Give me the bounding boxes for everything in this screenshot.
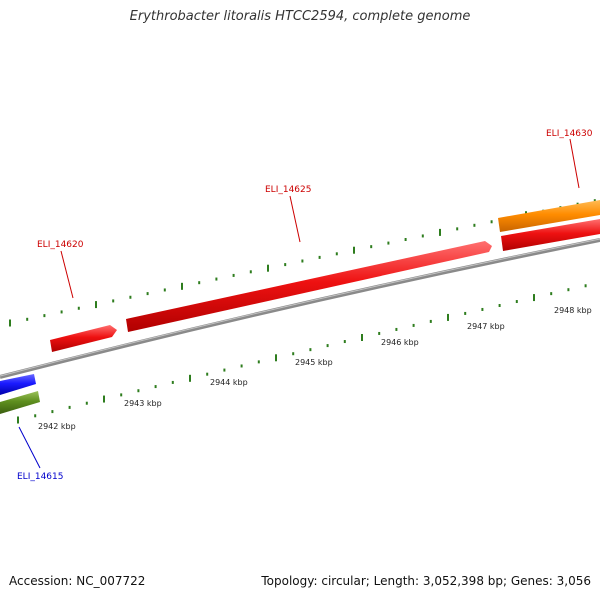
gene-label-eli-14615[interactable]: ELI_14615 <box>17 472 64 482</box>
ticks-upper-row <box>9 199 596 327</box>
gene-label-eli-14630[interactable]: ELI_14630 <box>546 129 593 139</box>
ticks-lower-row <box>17 284 587 424</box>
gene-label-eli-14620[interactable]: ELI_14620 <box>37 240 84 250</box>
gene-eli-14625[interactable] <box>126 241 492 332</box>
feature-green-bar[interactable] <box>0 391 40 414</box>
scale-label: 2947 kbp <box>467 322 505 331</box>
genome-backbone-highlight <box>0 238 600 377</box>
scale-label: 2945 kbp <box>295 358 333 367</box>
leader-line-eli-14615 <box>18 426 41 469</box>
scale-label: 2944 kbp <box>210 378 248 387</box>
page-title: Erythrobacter litoralis HTCC2594, comple… <box>129 9 471 24</box>
leader-line-eli-14630 <box>569 138 580 189</box>
scale-label: 2943 kbp <box>124 399 162 408</box>
scale-label: 2942 kbp <box>38 422 76 431</box>
scale-label: 2946 kbp <box>381 338 419 347</box>
leader-line-eli-14625 <box>289 195 301 243</box>
leader-line-eli-14620 <box>60 250 74 299</box>
genome-summary-text: Topology: circular; Length: 3,052,398 bp… <box>261 574 591 588</box>
genome-backbone <box>0 238 600 379</box>
feature-orange-bar[interactable] <box>498 200 600 232</box>
gene-eli-14620[interactable] <box>50 325 117 352</box>
gene-eli-14630[interactable] <box>501 219 600 251</box>
gene-label-eli-14625[interactable]: ELI_14625 <box>265 185 312 195</box>
scale-label: 2948 kbp <box>554 306 592 315</box>
accession-text: Accession: NC_007722 <box>9 574 146 588</box>
scale-labels: 2942 kbp 2943 kbp 2944 kbp 2945 kbp 2946… <box>38 306 592 431</box>
gene-eli-14615[interactable] <box>0 374 36 395</box>
